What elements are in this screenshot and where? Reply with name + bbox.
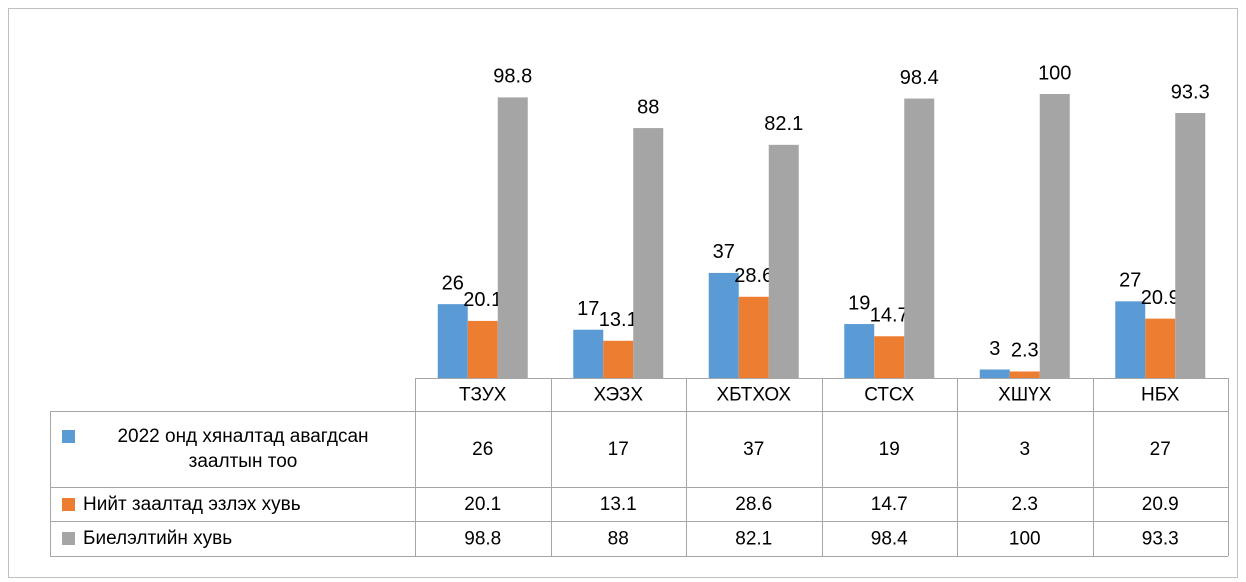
bar — [467, 320, 498, 378]
data-label: 19 — [848, 292, 870, 314]
category-label: ХЭЗХ — [593, 385, 643, 406]
table-value: 17 — [608, 439, 629, 460]
legend-item: Биелэлтийн хувь — [62, 526, 232, 551]
table-value: 88 — [608, 529, 629, 550]
table-value: 93.3 — [1142, 529, 1179, 550]
bar — [1009, 371, 1040, 378]
legend-item: 2022 онд хяналтад авагдсан заалтын тоо — [62, 424, 403, 474]
data-label: 82.1 — [764, 113, 803, 135]
data-label: 17 — [577, 298, 599, 320]
bar — [497, 97, 528, 379]
table-value: 14.7 — [871, 494, 908, 515]
category-label: ХБТХОХ — [716, 385, 791, 406]
data-label: 98.8 — [493, 66, 532, 88]
data-label: 20.9 — [1141, 287, 1180, 309]
legend-key — [62, 430, 75, 443]
bar — [603, 340, 634, 378]
data-label: 27 — [1119, 270, 1141, 292]
table-value: 20.1 — [464, 494, 501, 515]
legend-label: 2022 онд хяналтад авагдсан заалтын тоо — [117, 426, 369, 472]
category-label: ХШҮХ — [998, 385, 1052, 406]
category-label: СТСХ — [864, 385, 914, 406]
table-value: 98.8 — [464, 529, 501, 550]
data-label: 37 — [713, 241, 735, 263]
table-value: 13.1 — [600, 494, 637, 515]
bar — [1115, 301, 1146, 378]
data-label: 2.3 — [1011, 340, 1039, 362]
data-label: 93.3 — [1171, 81, 1210, 103]
legend-label: Нийт заалтад эзлэх хувь — [83, 493, 301, 515]
data-label: 98.4 — [900, 67, 939, 89]
data-label: 100 — [1038, 62, 1071, 84]
data-label: 20.1 — [463, 289, 502, 311]
table-value: 20.9 — [1142, 494, 1179, 515]
bar — [708, 272, 739, 378]
bar — [437, 304, 468, 378]
chart-border — [8, 8, 1238, 578]
table-value: 19 — [879, 439, 900, 460]
data-label: 14.7 — [870, 305, 909, 327]
table-value: 28.6 — [735, 494, 772, 515]
bar — [768, 144, 799, 378]
data-label: 3 — [989, 338, 1000, 360]
legend-key — [62, 532, 75, 545]
bar — [1175, 113, 1206, 378]
bar — [573, 329, 604, 378]
legend-item: Нийт заалтад эзлэх хувь — [62, 492, 301, 517]
table-value: 37 — [743, 439, 764, 460]
bar — [844, 324, 875, 378]
data-label: 26 — [442, 272, 464, 294]
bar — [904, 98, 935, 378]
bar — [738, 296, 769, 378]
data-label: 13.1 — [599, 309, 638, 331]
table-value: 2.3 — [1012, 494, 1038, 515]
table-value: 27 — [1150, 439, 1171, 460]
bar — [1145, 318, 1176, 378]
category-label: НБХ — [1141, 385, 1180, 406]
data-label: 88 — [637, 96, 659, 118]
data-label: 28.6 — [734, 265, 773, 287]
category-label: ТЗУХ — [459, 385, 507, 406]
bar — [979, 369, 1010, 378]
bar — [633, 128, 664, 378]
table-value: 100 — [1009, 529, 1041, 550]
legend-key — [62, 497, 75, 511]
table-value: 82.1 — [735, 529, 772, 550]
table-value: 98.4 — [871, 529, 908, 550]
bar — [874, 336, 905, 378]
bar — [1039, 94, 1070, 378]
table-value: 26 — [472, 439, 493, 460]
legend-label: Биелэлтийн хувь — [83, 528, 233, 549]
table-value: 3 — [1019, 439, 1030, 460]
